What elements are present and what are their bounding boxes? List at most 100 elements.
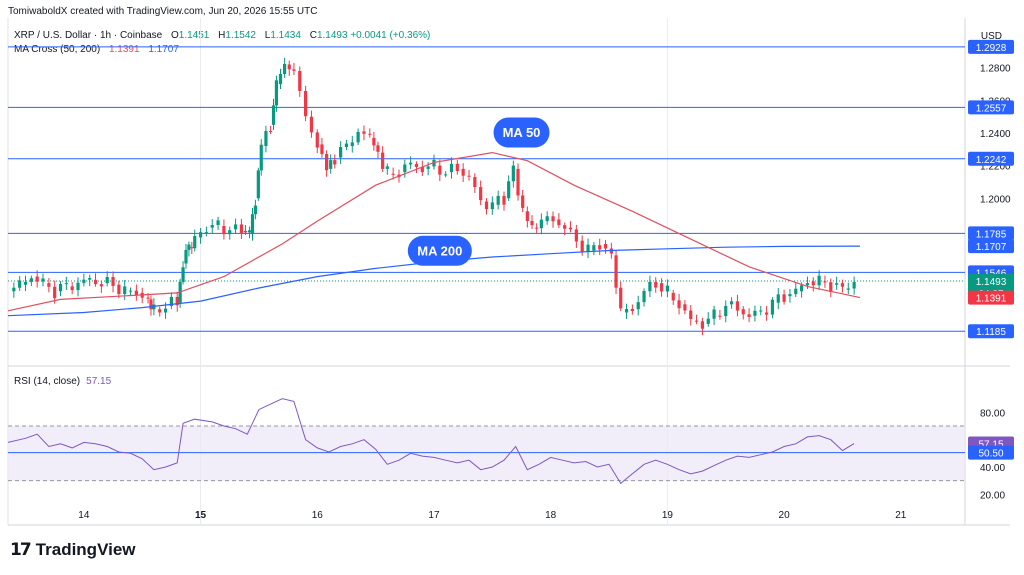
candle-body [204,232,209,234]
tradingview-logo[interactable]: 17 TradingView [10,540,136,560]
candle-body [592,245,596,251]
candle-body [53,286,57,299]
price-label-text: 1.1185 [976,327,1006,338]
price-label-bg [968,324,1014,339]
candle-body [169,296,173,306]
candle-body [339,147,343,158]
candle-body [259,144,263,171]
candle-body [250,214,255,235]
annotation-label: MA 50 [503,125,541,140]
candle-body [648,281,652,292]
currency-label[interactable]: USD [980,31,1002,42]
ma-legend: MA Cross (50, 200) 1.1391 1.1707 [14,44,179,55]
candle-body [823,281,827,283]
candle-body [636,302,640,310]
candle-body [800,285,804,292]
candle-body [64,283,68,285]
candle-body [455,163,459,172]
rsi-name[interactable]: RSI (14, close) [14,376,81,387]
candle-body [329,160,333,169]
time-tick-label: 17 [428,510,440,521]
price-label-bg [968,226,1014,241]
candle-body [274,80,279,106]
candle-body [426,166,430,169]
candle-body [496,195,500,205]
candle-body [624,308,629,313]
candle-body [117,284,121,295]
candle-body [718,315,722,317]
candle-body [362,131,366,134]
candle-body [247,230,252,233]
candle-body [689,310,693,320]
high-label: H [218,30,226,41]
candle-body [243,230,248,233]
candle-body [511,165,515,182]
close-label: C [309,30,317,41]
candle-body [216,220,220,225]
ma-annotation-bubble: MA 50 [493,117,550,148]
candle-body [724,305,728,317]
candle-body [41,278,45,282]
symbol-name[interactable]: XRP / U.S. Dollar · 1h · Coinbase [14,30,163,41]
candle-body [184,249,188,264]
candle-body [432,159,436,167]
candle-body [490,202,494,210]
ma-annotation-bubble: MA 200 [407,235,472,266]
candle-body [530,221,534,226]
candle-body [502,195,506,205]
rsi-tick-label: 40.00 [980,463,1005,474]
candle-body [222,226,226,235]
symbol-legend: XRP / U.S. Dollar · 1h · Coinbase O1.145… [14,30,430,41]
candle-body [298,71,302,91]
candle-body [134,290,138,296]
change-value: +0.0041 (+0.36%) [350,30,431,41]
price-tick-label: 1.2000 [980,194,1011,205]
candle-body [683,304,687,311]
candle-body [598,245,602,250]
candle-body [193,236,197,249]
candle-body [47,283,51,287]
time-tick-label: 16 [312,510,324,521]
candle-body [233,224,238,230]
candle-body [210,224,214,228]
candle-body [782,294,786,302]
candle-body [93,279,98,285]
candle-body [614,255,618,288]
candle-body [846,288,850,290]
candle-body [381,152,385,169]
candle-body [794,288,798,295]
candle-body [551,216,555,222]
candle-body [642,290,646,303]
candle-body [586,244,590,252]
candle-body [82,279,86,284]
logo-mark-icon: 17 [10,540,32,560]
price-label-text: 1.1546 [976,268,1007,279]
rsi-value-label-text: 57.15 [978,440,1003,451]
candle-body [694,320,699,322]
chart-header: TomiwaboldX created with TradingView.com… [8,6,318,17]
candle-body [292,69,296,71]
low-value: 1.1434 [270,30,301,41]
candle-body [603,243,608,249]
ma50-value: 1.1391 [108,44,140,55]
candle-body [444,174,448,176]
candle-body [12,287,16,292]
time-tick-label: 15 [195,510,207,521]
rsi-value: 57.15 [86,376,112,387]
candle-body [356,131,360,143]
candle-body [315,132,319,148]
price-label-bg [968,151,1014,166]
ma-indicator-name[interactable]: MA Cross (50, 200) [14,44,101,55]
price-tick-label: 1.2800 [980,64,1011,75]
candle-body [840,283,845,287]
candle-body [759,310,763,312]
candle-body [580,240,584,252]
candle-body [376,145,380,152]
candle-body [776,294,780,303]
price-label-bg [968,239,1014,254]
candle-body [350,142,354,147]
candle-body [304,90,308,117]
candle-body [18,280,22,288]
price-label-text: 1.2557 [976,103,1007,114]
